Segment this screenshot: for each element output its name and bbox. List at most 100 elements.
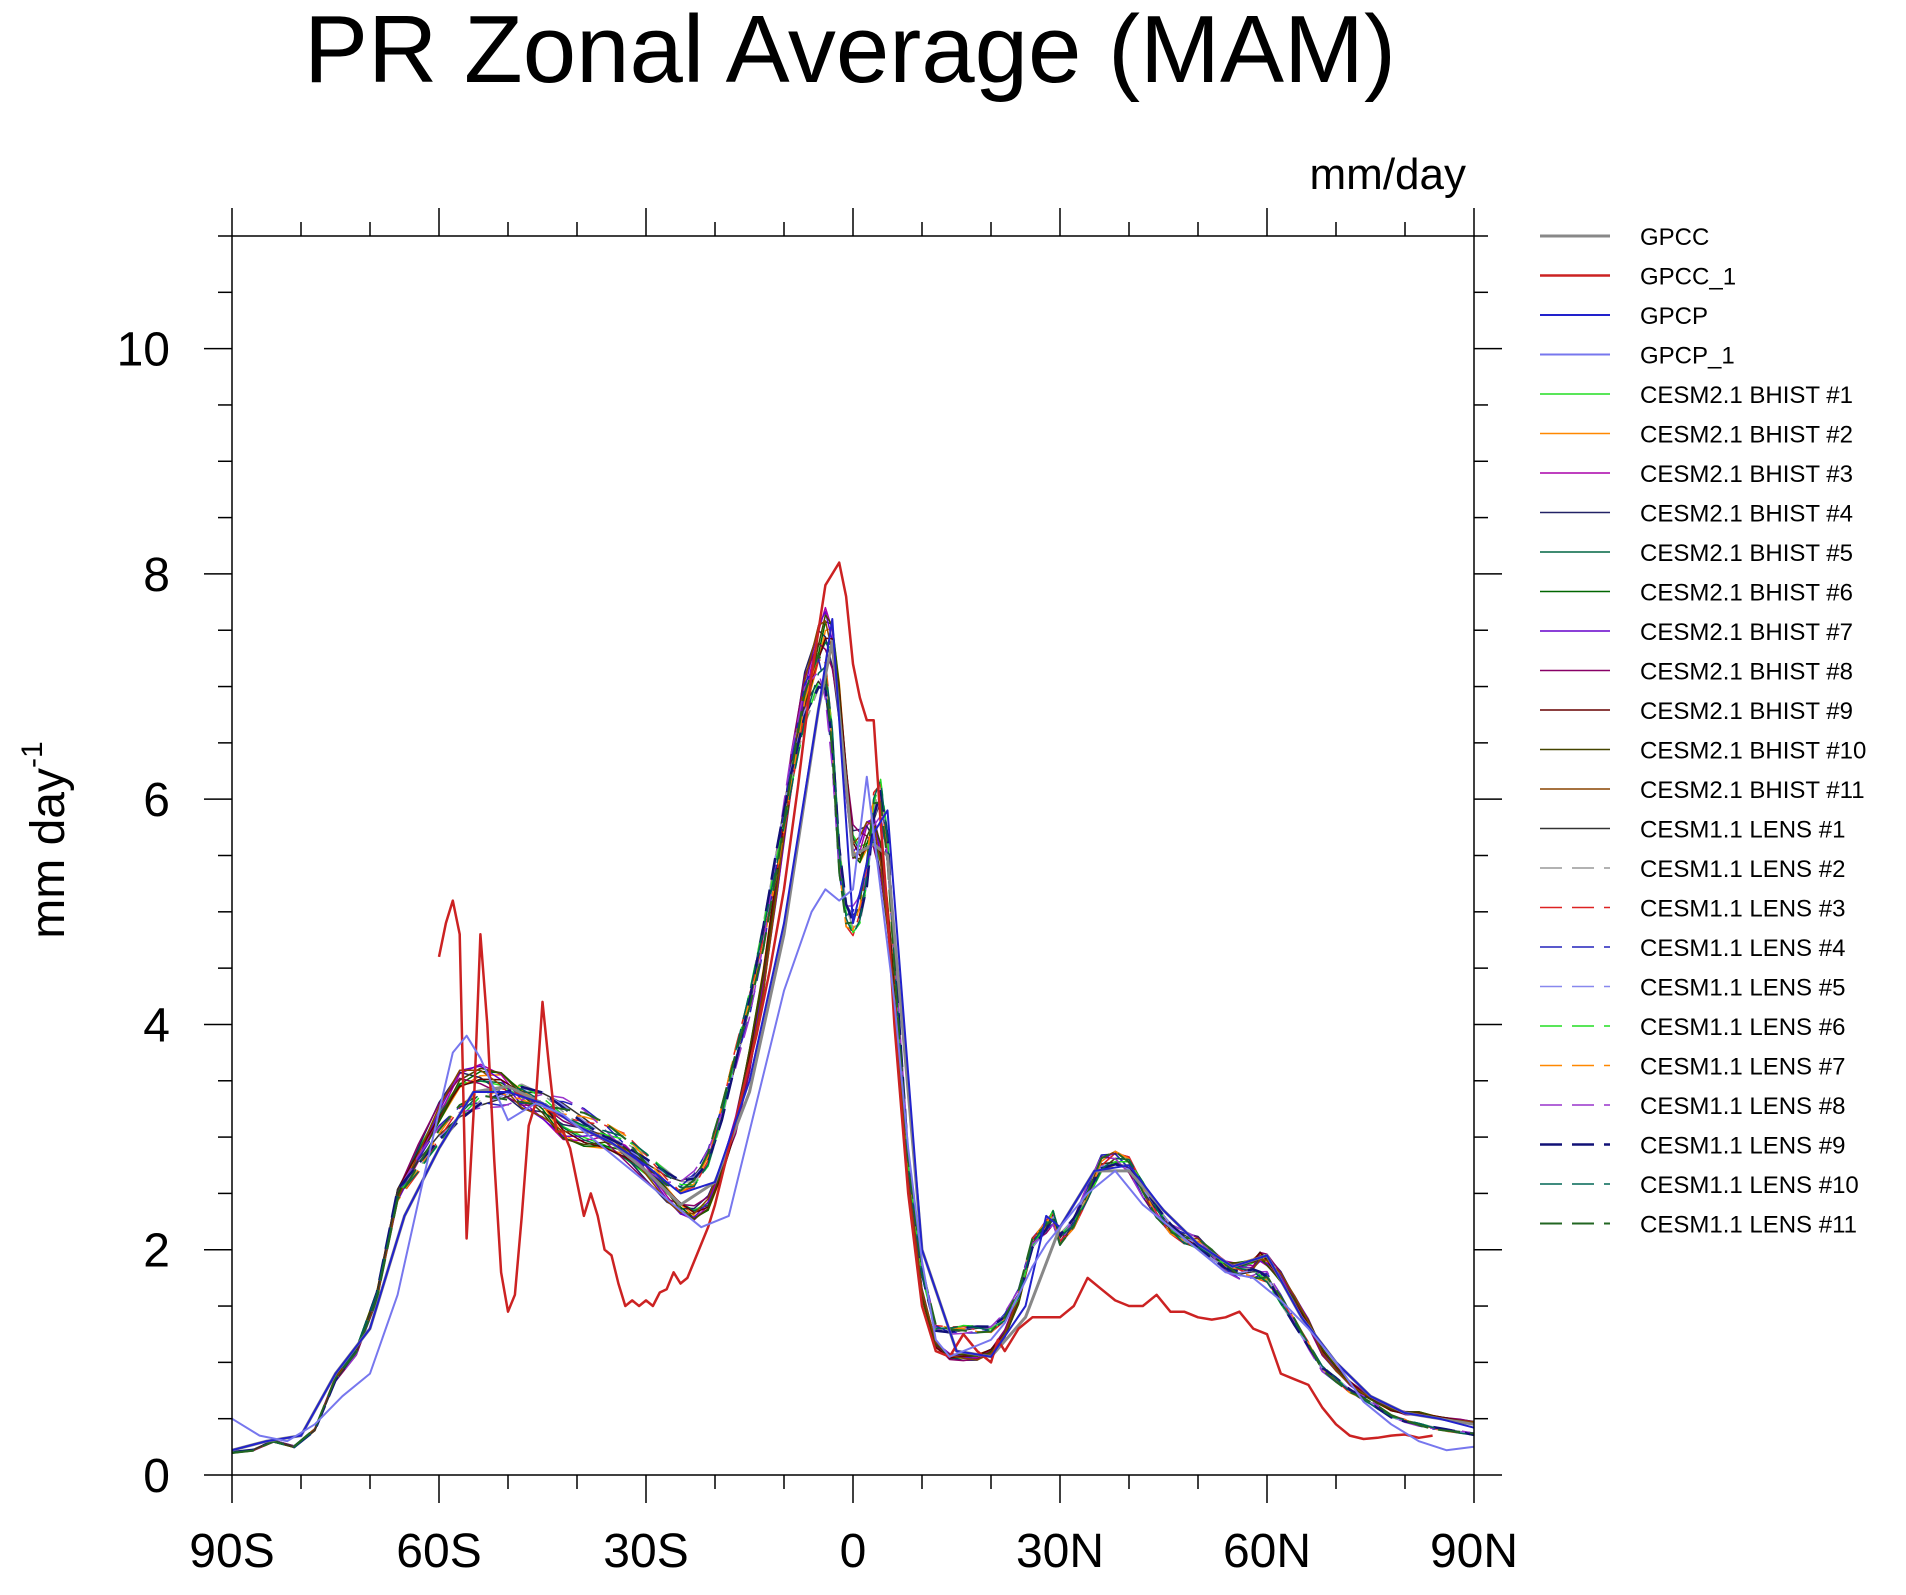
legend-item: CESM1.1 LENS #6 bbox=[1540, 1014, 1845, 1041]
legend-label: CESM2.1 BHIST #9 bbox=[1640, 698, 1853, 725]
x-tick-label: 60S bbox=[396, 1525, 481, 1578]
legend-item: CESM1.1 LENS #7 bbox=[1540, 1054, 1845, 1081]
legend-item: CESM2.1 BHIST #9 bbox=[1540, 698, 1853, 725]
legend-label: CESM1.1 LENS #6 bbox=[1640, 1014, 1845, 1041]
legend-label: CESM2.1 BHIST #3 bbox=[1640, 461, 1853, 488]
legend-item: GPCC_1 bbox=[1540, 264, 1736, 291]
legend-label: CESM2.1 BHIST #10 bbox=[1640, 738, 1866, 765]
legend-label: CESM1.1 LENS #5 bbox=[1640, 975, 1845, 1002]
legend-label: CESM1.1 LENS #7 bbox=[1640, 1054, 1845, 1081]
legend: GPCC GPCC_1 GPCP GPCP_1 CESM2.1 BHIST #1 CESM… bbox=[1540, 224, 1866, 1239]
series-line-cesm1-1-lens-3 bbox=[231, 658, 1475, 1454]
legend-label: GPCC_1 bbox=[1640, 264, 1736, 291]
legend-label: CESM2.1 BHIST #4 bbox=[1640, 501, 1853, 528]
legend-item: CESM1.1 LENS #11 bbox=[1540, 1212, 1857, 1239]
units-label: mm/day bbox=[1309, 150, 1466, 199]
y-tick-label: 4 bbox=[143, 999, 170, 1052]
y-tick-label: 10 bbox=[117, 324, 170, 377]
x-tick-label: 60N bbox=[1223, 1525, 1311, 1578]
series-line-cesm1-1-lens-7 bbox=[231, 653, 1475, 1454]
y-axis-label-main: mm day bbox=[22, 768, 75, 939]
legend-label: CESM1.1 LENS #4 bbox=[1640, 935, 1845, 962]
series-line-cesm2-1-bhist-9 bbox=[231, 637, 1475, 1453]
axes-layer bbox=[204, 208, 1502, 1503]
legend-label: CESM2.1 BHIST #5 bbox=[1640, 540, 1853, 567]
legend-item: CESM2.1 BHIST #3 bbox=[1540, 461, 1853, 488]
legend-item: GPCC bbox=[1540, 224, 1709, 251]
legend-item: CESM2.1 BHIST #6 bbox=[1540, 580, 1853, 607]
legend-label: CESM2.1 BHIST #1 bbox=[1640, 382, 1853, 409]
series-line-cesm1-1-lens-1 bbox=[231, 680, 1475, 1454]
series-line-cesm2-1-bhist-6 bbox=[231, 620, 1475, 1453]
chart-title: PR Zonal Average (MAM) bbox=[304, 0, 1396, 103]
y-axis-label-superscript: -1 bbox=[16, 741, 49, 768]
legend-label: CESM2.1 BHIST #8 bbox=[1640, 659, 1853, 686]
legend-item: CESM1.1 LENS #1 bbox=[1540, 817, 1845, 844]
series-line-cesm2-1-bhist-3 bbox=[231, 606, 1475, 1454]
series-line-cesm2-1-bhist-2 bbox=[231, 627, 1475, 1453]
legend-label: GPCP_1 bbox=[1640, 343, 1735, 370]
x-tick-labels: 90S 60S 30S 0 30N 60N 90N bbox=[189, 1525, 1518, 1578]
legend-label: CESM1.1 LENS #2 bbox=[1640, 856, 1845, 883]
legend-label: CESM1.1 LENS #3 bbox=[1640, 896, 1845, 923]
x-tick-label: 0 bbox=[840, 1525, 867, 1578]
x-tick-label: 90N bbox=[1430, 1525, 1518, 1578]
legend-item: CESM2.1 BHIST #11 bbox=[1540, 777, 1865, 804]
y-tick-label: 6 bbox=[143, 774, 170, 827]
legend-item: CESM1.1 LENS #8 bbox=[1540, 1093, 1845, 1120]
legend-label: CESM1.1 LENS #8 bbox=[1640, 1093, 1845, 1120]
legend-label: CESM1.1 LENS #9 bbox=[1640, 1133, 1845, 1160]
legend-label: CESM1.1 LENS #1 bbox=[1640, 817, 1845, 844]
series-line-cesm2-1-bhist-7 bbox=[231, 611, 1475, 1454]
legend-label: CESM1.1 LENS #10 bbox=[1640, 1172, 1859, 1199]
series-line-cesm1-1-lens-9 bbox=[231, 685, 1475, 1454]
legend-item: CESM2.1 BHIST #1 bbox=[1540, 382, 1853, 409]
series-line-cesm1-1-lens-10 bbox=[231, 665, 1475, 1453]
y-tick-label: 0 bbox=[143, 1450, 170, 1503]
legend-item: CESM2.1 BHIST #5 bbox=[1540, 540, 1853, 567]
series-line-gpcp-1 bbox=[231, 775, 1475, 1452]
series-line-gpcc bbox=[231, 640, 1475, 1452]
series-line-cesm2-1-bhist-1 bbox=[231, 641, 1475, 1454]
series-line-cesm1-1-lens-8 bbox=[231, 670, 1475, 1454]
legend-item: CESM1.1 LENS #5 bbox=[1540, 975, 1845, 1002]
x-tick-label: 30S bbox=[603, 1525, 688, 1578]
series-line-cesm2-1-bhist-10 bbox=[231, 614, 1475, 1453]
legend-item: CESM2.1 BHIST #10 bbox=[1540, 738, 1866, 765]
legend-item: GPCP_1 bbox=[1540, 343, 1735, 370]
series-line-gpcp bbox=[231, 618, 1475, 1452]
y-tick-label: 2 bbox=[143, 1225, 170, 1278]
legend-label: CESM2.1 BHIST #6 bbox=[1640, 580, 1853, 607]
legend-item: GPCP bbox=[1540, 303, 1708, 330]
series-line-cesm1-1-lens-6 bbox=[231, 672, 1475, 1453]
legend-label: CESM2.1 BHIST #11 bbox=[1640, 777, 1865, 804]
series-layer bbox=[231, 561, 1475, 1454]
legend-label: GPCC bbox=[1640, 224, 1709, 251]
x-tick-label: 90S bbox=[189, 1525, 274, 1578]
x-tick-label: 30N bbox=[1016, 1525, 1104, 1578]
series-line-gpcc-1 bbox=[437, 561, 1433, 1441]
series-line-cesm1-1-lens-5 bbox=[231, 684, 1475, 1454]
legend-label: CESM2.1 BHIST #7 bbox=[1640, 619, 1853, 646]
series-line-cesm2-1-bhist-5 bbox=[231, 641, 1475, 1454]
legend-item: CESM2.1 BHIST #8 bbox=[1540, 659, 1853, 686]
series-line-cesm2-1-bhist-11 bbox=[231, 620, 1475, 1454]
legend-label: CESM1.1 LENS #11 bbox=[1640, 1212, 1857, 1239]
series-line-cesm1-1-lens-2 bbox=[231, 680, 1475, 1453]
legend-item: CESM1.1 LENS #4 bbox=[1540, 935, 1845, 962]
legend-item: CESM1.1 LENS #3 bbox=[1540, 896, 1845, 923]
series-line-cesm1-1-lens-4 bbox=[231, 658, 1475, 1454]
y-tick-labels: 0 2 4 6 8 10 bbox=[117, 324, 170, 1503]
y-axis-label: mm day-1 bbox=[16, 741, 75, 938]
legend-item: CESM1.1 LENS #2 bbox=[1540, 856, 1845, 883]
legend-label: GPCP bbox=[1640, 303, 1708, 330]
series-line-cesm2-1-bhist-8 bbox=[231, 642, 1475, 1454]
series-line-cesm2-1-bhist-4 bbox=[231, 629, 1475, 1454]
legend-item: CESM2.1 BHIST #7 bbox=[1540, 619, 1853, 646]
legend-item: CESM1.1 LENS #10 bbox=[1540, 1172, 1859, 1199]
legend-item: CESM2.1 BHIST #2 bbox=[1540, 422, 1853, 449]
y-tick-label: 8 bbox=[143, 549, 170, 602]
series-line-cesm1-1-lens-11 bbox=[231, 653, 1475, 1454]
legend-item: CESM2.1 BHIST #4 bbox=[1540, 501, 1853, 528]
